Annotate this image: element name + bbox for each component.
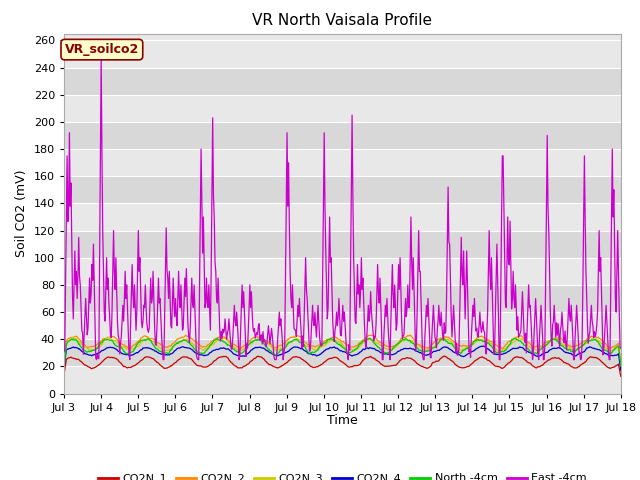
Bar xyxy=(64,40,621,68)
Legend: CO2N_1, CO2N_2, CO2N_3, CO2N_4, North -4cm, East -4cm: CO2N_1, CO2N_2, CO2N_3, CO2N_4, North -4… xyxy=(94,469,591,480)
Bar xyxy=(64,149,621,176)
Bar xyxy=(64,95,621,122)
Bar xyxy=(64,366,621,394)
Bar xyxy=(64,230,621,258)
Bar xyxy=(64,68,621,95)
Bar xyxy=(64,258,621,285)
Bar xyxy=(64,285,621,312)
Bar xyxy=(64,204,621,230)
Text: VR_soilco2: VR_soilco2 xyxy=(65,43,139,56)
Bar xyxy=(64,176,621,204)
Title: VR North Vaisala Profile: VR North Vaisala Profile xyxy=(252,13,433,28)
Bar xyxy=(64,312,621,339)
Y-axis label: Soil CO2 (mV): Soil CO2 (mV) xyxy=(15,170,28,257)
Bar xyxy=(64,339,621,366)
X-axis label: Time: Time xyxy=(327,414,358,427)
Bar xyxy=(64,122,621,149)
